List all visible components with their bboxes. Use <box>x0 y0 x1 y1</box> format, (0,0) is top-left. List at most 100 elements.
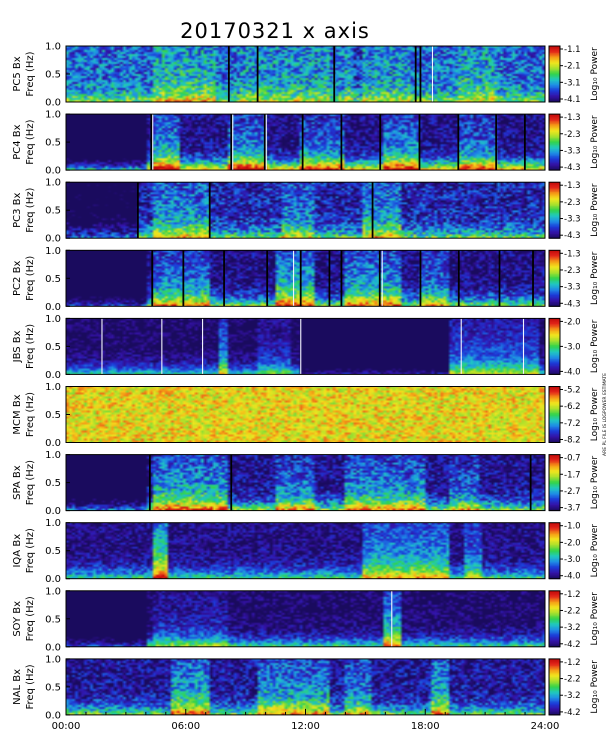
colorbar-swatch <box>549 324 560 326</box>
colorbar-swatch <box>549 393 560 396</box>
colorbar-tick-label: -4.3 <box>564 163 581 173</box>
y-axis-station-label: SPA Bx <box>12 465 23 500</box>
data-gap-line <box>150 114 153 171</box>
colorbar-swatch <box>549 83 560 86</box>
colorbar-swatch <box>549 396 560 399</box>
colorbar-swatch <box>549 503 560 506</box>
colorbar-swatch <box>549 67 560 69</box>
colorbar-tick-label: -2.0 <box>564 538 581 548</box>
colorbar-swatch <box>549 204 560 207</box>
colorbar-swatch <box>549 617 560 620</box>
colorbar: -1.3 -2.3 -3.3 -4.3 Log₁₀ Power <box>548 249 600 309</box>
spike-line <box>391 590 393 647</box>
colorbar-swatch <box>549 606 560 609</box>
colorbar-tick-label: -6.2 <box>564 402 581 412</box>
spike-line <box>202 318 204 375</box>
colorbar-swatch <box>549 250 560 253</box>
colorbar-swatch <box>549 303 560 306</box>
colorbar-tick-label: -1.3 <box>564 181 581 191</box>
colorbar-swatch <box>549 682 560 685</box>
colorbar-swatch <box>549 570 560 573</box>
colorbar-tick-label: -4.1 <box>564 95 581 105</box>
colorbar-label: Log₁₀ Power <box>590 388 600 442</box>
colorbar-swatch <box>549 302 560 304</box>
colorbar-tick-label: -4.3 <box>564 299 581 309</box>
data-gap-line <box>532 250 534 307</box>
colorbar-swatch <box>549 664 560 667</box>
colorbar-swatch <box>549 262 560 265</box>
colorbar-swatch <box>549 438 560 441</box>
colorbar-swatch <box>549 500 560 503</box>
colorbar-swatch <box>549 140 560 143</box>
colorbar-frame <box>548 658 561 716</box>
colorbar-swatch <box>549 695 560 698</box>
y-tick-label: 1.0 <box>45 654 61 665</box>
colorbar-swatch <box>549 431 560 434</box>
colorbar-tick-label: -3.0 <box>564 555 581 565</box>
colorbar-swatch <box>549 596 560 599</box>
colorbar-swatch <box>549 575 560 578</box>
colorbar-swatch <box>549 563 560 566</box>
colorbar-swatch <box>549 133 560 136</box>
data-gap-line <box>136 182 139 239</box>
data-gap-line <box>299 250 302 307</box>
colorbar-tick-label: -3.1 <box>564 78 581 88</box>
colorbar-swatch <box>549 642 560 645</box>
colorbar-swatch <box>549 399 560 401</box>
colorbar-swatch <box>549 167 560 170</box>
panel-mcm: 1.0 0.5 0.0 MCM Bx Freq (Hz) -5.2 -6.2 -7.2 -8.2… <box>12 373 608 456</box>
x-tick-label: 12:00 <box>291 721 320 732</box>
colorbar-swatch <box>549 571 560 574</box>
data-gap-line <box>498 250 501 307</box>
colorbar-swatch <box>549 675 560 678</box>
colorbar-swatch <box>549 421 560 424</box>
colorbar-swatch <box>549 186 560 189</box>
colorbar-swatch <box>549 660 560 663</box>
colorbar: -5.2 -6.2 -7.2 -8.2 Log₁₀ Power ARE PL FILE I… <box>548 373 608 456</box>
spectrogram-image <box>66 318 545 375</box>
colorbar-swatch <box>549 269 560 272</box>
colorbar-frame <box>548 454 561 512</box>
colorbar-swatch <box>549 361 560 364</box>
colorbar-swatch <box>549 434 560 436</box>
colorbar-swatch <box>549 154 560 157</box>
colorbar-swatch <box>549 125 560 128</box>
panel-spa: 1.0 0.5 0.0 SPA Bx Freq (Hz) -0.7 -1.7 -2.7 -3.7… <box>12 450 600 517</box>
colorbar-swatch <box>549 296 560 299</box>
colorbar-swatch <box>549 560 560 563</box>
colorbar-swatch <box>549 349 560 352</box>
colorbar-swatch <box>549 553 560 556</box>
colorbar-swatch <box>549 197 560 200</box>
colorbar-swatch <box>549 121 560 123</box>
colorbar-swatch <box>549 207 560 210</box>
colorbar-swatch <box>549 354 560 357</box>
colorbar-tick-label: -4.2 <box>564 640 581 650</box>
colorbar-swatch <box>549 543 560 546</box>
y-axis-freq-label: Freq (Hz) <box>25 188 36 233</box>
colorbar-tick-label: -3.3 <box>564 146 581 156</box>
colorbar-swatch <box>549 547 560 550</box>
colorbar-swatch <box>549 151 560 154</box>
colorbar-swatch <box>549 149 560 151</box>
colorbar-swatch <box>549 641 560 644</box>
colorbar-swatch <box>549 491 560 493</box>
data-gap-line <box>151 250 154 307</box>
y-tick-label: 1.0 <box>45 518 61 529</box>
colorbar-swatch <box>549 561 560 564</box>
spike-line <box>300 318 302 375</box>
colorbar-swatch <box>549 265 560 268</box>
colorbar-swatch <box>549 215 560 218</box>
colorbar-swatch <box>549 464 560 467</box>
colorbar-swatch <box>549 485 560 488</box>
panel-iqa: 1.0 0.5 0.0 IQA Bx Freq (Hz) -1.0 -2.0 -3.0 -4.0… <box>12 518 600 585</box>
colorbar-swatch <box>549 436 560 439</box>
colorbar-swatch <box>549 335 560 338</box>
colorbar-tick-label: -3.2 <box>564 691 581 701</box>
colorbar-swatch <box>549 208 560 211</box>
data-gap-line <box>230 454 233 511</box>
colorbar-swatch <box>549 478 560 481</box>
panel-nal: 1.0 0.5 0.0 NAL Bx Freq (Hz) -1.2 -2.2 -3.2 -4.2… <box>12 654 600 721</box>
x-tick-label: 18:00 <box>411 721 440 732</box>
colorbar-swatch <box>549 276 560 279</box>
colorbar-swatch <box>549 604 560 607</box>
